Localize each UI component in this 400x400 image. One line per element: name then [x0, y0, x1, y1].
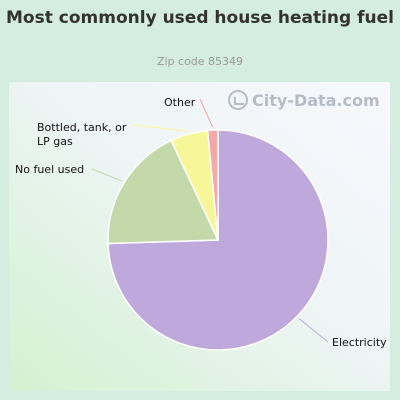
city-data-logo-icon	[228, 90, 248, 110]
leader-line	[131, 124, 189, 132]
slice-label: Other	[164, 96, 196, 109]
leader-line	[298, 318, 329, 343]
slice-label: No fuel used	[15, 163, 84, 176]
leader-line	[91, 168, 122, 182]
pie-slice-no-fuel-used	[107, 139, 220, 245]
leader-line	[199, 98, 214, 128]
pie-slice-other	[206, 129, 219, 241]
slice-label: Bottled, tank, or LP gas	[37, 121, 127, 148]
chart-subtitle: Zip code 85349	[156, 55, 244, 68]
chart-title: Most commonly used house heating fuel	[6, 8, 394, 28]
watermark: City-Data.com	[228, 90, 380, 110]
slice-label: Electricity	[332, 336, 387, 349]
